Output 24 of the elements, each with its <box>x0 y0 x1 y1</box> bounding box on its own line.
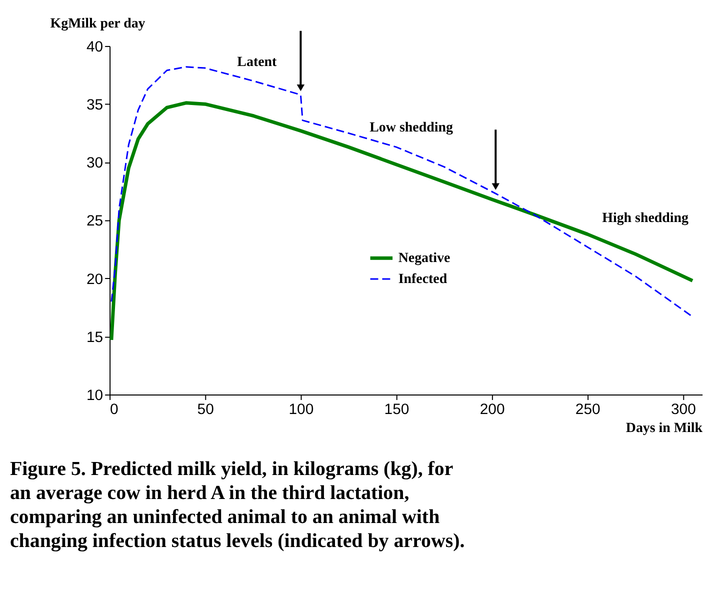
y-tick-label: 10 <box>86 387 104 404</box>
x-tick-label: 0 <box>110 400 118 418</box>
y-tick-label: 20 <box>86 270 104 288</box>
line-series <box>110 66 694 318</box>
annotation: High shedding <box>602 211 689 226</box>
annotation: Low shedding <box>370 120 453 136</box>
y-axis-title: KgMilk per day <box>50 16 146 32</box>
legend-label: Negative <box>398 251 450 266</box>
x-tick-label: 50 <box>197 400 214 418</box>
x-tick-label: 150 <box>384 400 410 418</box>
line-series <box>110 101 694 342</box>
x-tick-label: 100 <box>288 400 314 418</box>
y-tick-label: 15 <box>86 328 104 346</box>
y-tick-label: 25 <box>86 212 104 230</box>
x-tick-label: 250 <box>575 400 600 418</box>
x-tick-label: 200 <box>480 400 505 418</box>
y-tick-label: 40 <box>86 38 104 56</box>
y-tick-label: 30 <box>86 154 104 172</box>
y-tick-label: 35 <box>86 96 104 114</box>
x-axis-title: Days in Milk <box>626 420 703 436</box>
text: Figure 5. Predicted milk yield, in kilograms (kg), for an average cow in herd A in the third lactation, comparing an uninfected animal to an animal with changing infection status levels (indicated by arrows). <box>10 458 465 552</box>
legend-label: Infected <box>398 272 448 287</box>
annotation: Latent <box>237 54 278 70</box>
x-tick-label: 300 <box>670 400 696 418</box>
